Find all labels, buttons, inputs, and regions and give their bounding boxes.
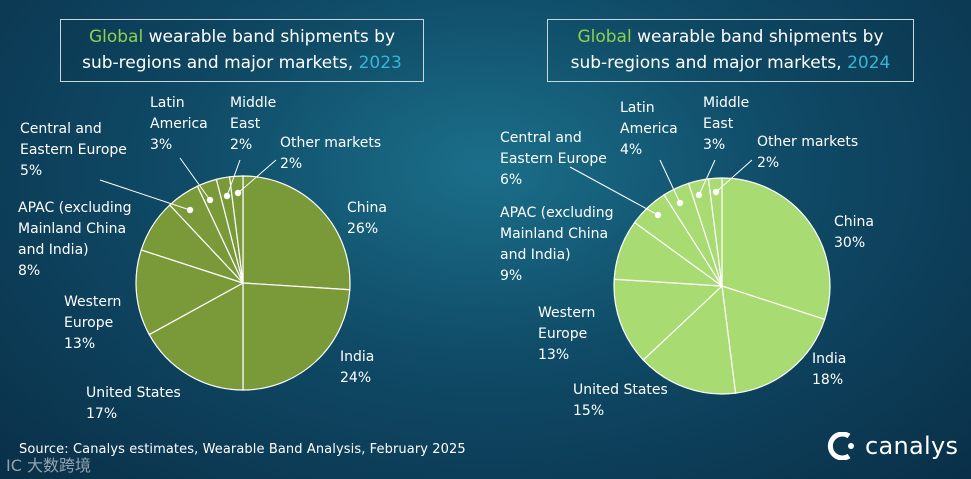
slice-category-label: and India) bbox=[500, 247, 571, 263]
leader-line bbox=[698, 159, 716, 196]
title-text: wearable band shipments by bbox=[143, 27, 396, 47]
slice-category-label: East bbox=[703, 116, 734, 132]
slice-category-label: United States bbox=[573, 382, 668, 398]
pie-slice-united-states bbox=[148, 281, 244, 391]
slice-category-label: Central and bbox=[500, 130, 582, 146]
slice-category-label: Middle bbox=[230, 95, 276, 111]
slice-category-label: China bbox=[347, 200, 387, 216]
slice-value-label: 24% bbox=[340, 370, 371, 386]
slice-category-label: East bbox=[230, 116, 261, 132]
slice-category-label: United States bbox=[86, 385, 181, 401]
slice-value-label: 13% bbox=[538, 347, 569, 363]
leader-dot bbox=[234, 189, 242, 197]
slice-category-label: Other markets bbox=[280, 135, 381, 151]
slice-category-label: Other markets bbox=[757, 134, 858, 150]
pie-slice-india bbox=[242, 282, 351, 391]
title-global-word: Global bbox=[88, 27, 144, 47]
pie-chart-2023: China 26% India 24% United States 17% Western E… bbox=[18, 95, 387, 422]
slice-category-label: Europe bbox=[64, 315, 113, 331]
chart-title-2023: Global wearable band shipments by sub-re… bbox=[60, 19, 424, 82]
slice-category-label: Western bbox=[538, 305, 595, 321]
slice-category-label: Europe bbox=[538, 326, 587, 342]
leader-line bbox=[237, 159, 277, 194]
leader-dot bbox=[712, 188, 720, 196]
slice-category-label: America bbox=[620, 121, 678, 137]
leader-line bbox=[99, 179, 191, 211]
slice-category-label: Eastern Europe bbox=[500, 151, 607, 167]
slice-value-label: 17% bbox=[86, 406, 117, 422]
slice-category-label: India bbox=[340, 349, 374, 365]
slice-value-label: 13% bbox=[64, 336, 95, 352]
leader-dot bbox=[223, 192, 231, 200]
slice-category-label: Middle bbox=[703, 95, 749, 111]
slice-category-label: Latin bbox=[150, 95, 185, 111]
pie-slice-india bbox=[721, 285, 826, 394]
title-text-line2: sub-regions and major markets, bbox=[82, 53, 359, 73]
leader-dot bbox=[206, 196, 214, 204]
pie-slice-china bbox=[242, 175, 351, 291]
slice-category-label: Latin bbox=[620, 100, 655, 116]
slice-value-label: 4% bbox=[620, 142, 642, 158]
slice-category-label: Mainland China bbox=[500, 226, 608, 242]
slice-value-label: 18% bbox=[812, 372, 843, 388]
title-year: 2023 bbox=[358, 53, 402, 73]
slice-value-label: 6% bbox=[500, 172, 522, 188]
pie-slice-united-states bbox=[642, 284, 737, 395]
slice-category-label: Central and bbox=[20, 121, 102, 137]
title-text-line2: sub-regions and major markets, bbox=[570, 53, 848, 73]
source-note: Source: Canalys estimates, Wearable Band… bbox=[19, 442, 466, 457]
leader-line bbox=[659, 159, 681, 204]
slice-value-label: 3% bbox=[703, 137, 725, 153]
chart-title-2024: Global wearable band shipments by sub-re… bbox=[547, 19, 914, 82]
slice-value-label: 5% bbox=[20, 163, 42, 179]
slice-value-label: 3% bbox=[150, 137, 172, 153]
canalys-logo-text: canalys bbox=[865, 432, 959, 460]
slice-value-label: 30% bbox=[834, 235, 865, 251]
pie-slice-other-markets bbox=[707, 177, 723, 287]
leader-dot bbox=[695, 191, 703, 199]
leader-dot bbox=[654, 211, 662, 219]
title-text: wearable band shipments by bbox=[631, 27, 884, 47]
leader-line bbox=[179, 157, 211, 201]
leader-line bbox=[569, 166, 659, 216]
canalys-logo: canalys bbox=[827, 432, 958, 460]
slice-category-label: and India) bbox=[18, 242, 89, 258]
slice-category-label: America bbox=[150, 116, 208, 132]
pie-slice-western-europe bbox=[135, 249, 245, 336]
slice-category-label: Eastern Europe bbox=[20, 142, 127, 158]
pie-slice-china bbox=[721, 177, 831, 321]
title-global-word: Global bbox=[577, 27, 632, 47]
slice-value-label: 9% bbox=[500, 268, 522, 284]
leader-line bbox=[226, 159, 241, 197]
title-year: 2024 bbox=[847, 53, 891, 73]
leader-line bbox=[715, 159, 753, 193]
slice-category-label: APAC (excluding bbox=[500, 205, 614, 221]
slice-value-label: 8% bbox=[18, 263, 40, 279]
slice-value-label: 2% bbox=[280, 156, 302, 172]
slice-value-label: 26% bbox=[347, 221, 378, 237]
pie-slice-other-markets bbox=[228, 175, 244, 284]
watermark: IC 大数跨境 bbox=[6, 456, 91, 475]
slice-category-label: APAC (excluding bbox=[18, 200, 132, 216]
slice-category-label: Mainland China bbox=[18, 221, 126, 237]
leader-dot bbox=[186, 206, 194, 214]
pie-chart-2024: China 30% India 18% United States 15% Western E… bbox=[500, 95, 874, 419]
slice-category-label: Western bbox=[64, 294, 121, 310]
slice-category-label: China bbox=[834, 214, 874, 230]
slice-category-label: India bbox=[812, 351, 846, 367]
canalys-logo-icon bbox=[827, 432, 854, 460]
pie-slice-western-europe bbox=[613, 278, 724, 361]
leader-dot bbox=[676, 199, 684, 207]
slice-value-label: 2% bbox=[230, 137, 252, 153]
slice-value-label: 15% bbox=[573, 403, 604, 419]
slice-value-label: 2% bbox=[757, 155, 779, 171]
